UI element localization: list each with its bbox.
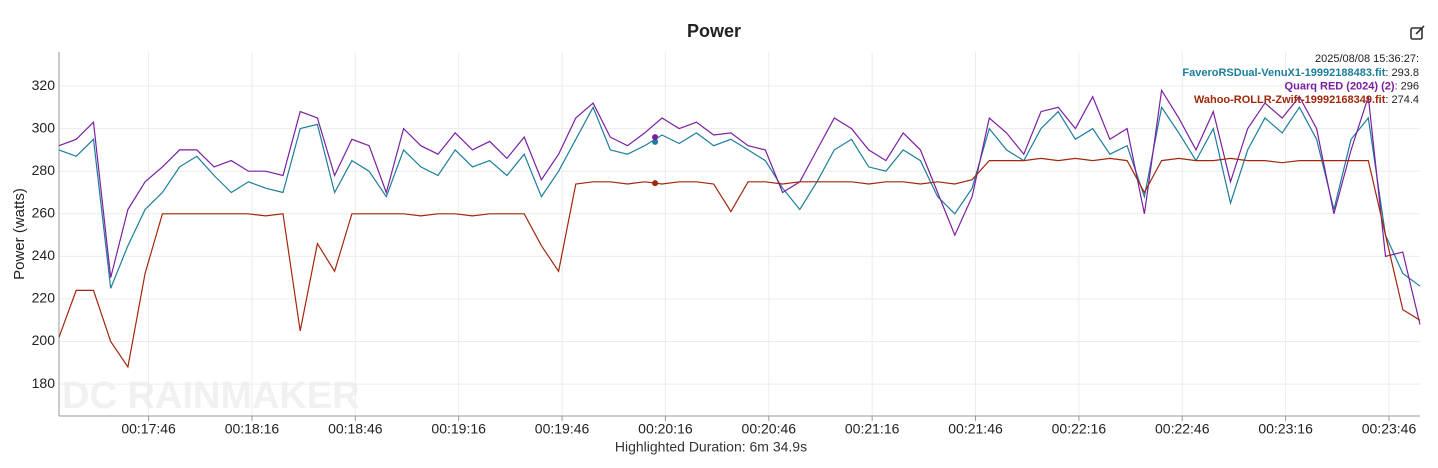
y-tick-label: 280 <box>32 162 56 178</box>
edit-icon[interactable] <box>1410 25 1425 40</box>
highlight-point <box>652 134 659 141</box>
y-tick-label: 320 <box>32 77 56 93</box>
edit-icon-pen <box>1415 25 1425 35</box>
x-tick-label: 00:19:46 <box>535 421 590 437</box>
tooltip-label: 2025/08/08 15:36:27: <box>1315 53 1419 65</box>
x-tick-label: 00:22:16 <box>1052 421 1107 437</box>
tooltip-entry: Wahoo-ROLLR-Zwift-19992168349.fit: 274.4 <box>1194 94 1419 106</box>
x-tick-label: 00:23:16 <box>1258 421 1313 437</box>
x-tick-label: 00:21:16 <box>845 421 900 437</box>
y-tick-label: 260 <box>32 204 56 220</box>
x-tick-label: 00:19:16 <box>431 421 486 437</box>
x-tick-label: 00:20:46 <box>742 421 797 437</box>
x-tick-label: 00:22:46 <box>1155 421 1210 437</box>
x-tick-label: 00:18:16 <box>225 421 280 437</box>
watermark: DC RAINMAKER <box>62 375 360 417</box>
tooltip-entry: Quarq RED (2024) (2): 296 <box>1285 80 1419 92</box>
tooltip: 2025/08/08 15:36:27: FaveroRSDual-VenuX1-… <box>1182 53 1419 106</box>
x-tick-label: 00:18:46 <box>328 421 383 437</box>
x-tick-label: 00:21:46 <box>948 421 1003 437</box>
tooltip-series-name: FaveroRSDual-VenuX1-19992188483.fit <box>1182 67 1385 79</box>
plot-area: 180 200 220 240 260 280 300 320 00:17:46 00:18:16… <box>32 52 1421 437</box>
x-axis-label: Highlighted Duration: 6m 34.9s <box>615 439 807 455</box>
edit-icon-box <box>1410 27 1423 40</box>
tooltip-value: 274.4 <box>1391 94 1419 106</box>
y-tick-label: 240 <box>32 247 56 263</box>
x-tick-label: 00:23:46 <box>1362 421 1417 437</box>
tooltip-value: 293.8 <box>1391 67 1419 79</box>
y-axis-label: Power (watts) <box>11 188 28 280</box>
chart-title: Power <box>687 21 741 41</box>
tooltip-entry: FaveroRSDual-VenuX1-19992188483.fit: 293.… <box>1182 67 1419 79</box>
tooltip-series-name: Quarq RED (2024) (2) <box>1285 80 1395 92</box>
y-tick-label: 200 <box>32 332 56 348</box>
highlight-point <box>652 138 659 145</box>
tooltip-separator: : <box>1395 80 1398 92</box>
y-tick-label: 180 <box>32 375 56 391</box>
x-tick-label: 00:20:16 <box>638 421 693 437</box>
tooltip-separator: : <box>1385 94 1388 106</box>
tooltip-value: 296 <box>1401 80 1419 92</box>
y-tick-label: 300 <box>32 119 56 135</box>
series-line <box>58 157 1421 369</box>
y-tick-label: 220 <box>32 290 56 306</box>
tooltip-separator: : <box>1385 67 1388 79</box>
highlight-point <box>652 180 659 187</box>
x-tick-label: 00:17:46 <box>121 421 176 437</box>
series-line <box>58 105 1421 289</box>
series-line <box>58 88 1421 325</box>
tooltip-series-name: Wahoo-ROLLR-Zwift-19992168349.fit <box>1194 94 1386 106</box>
